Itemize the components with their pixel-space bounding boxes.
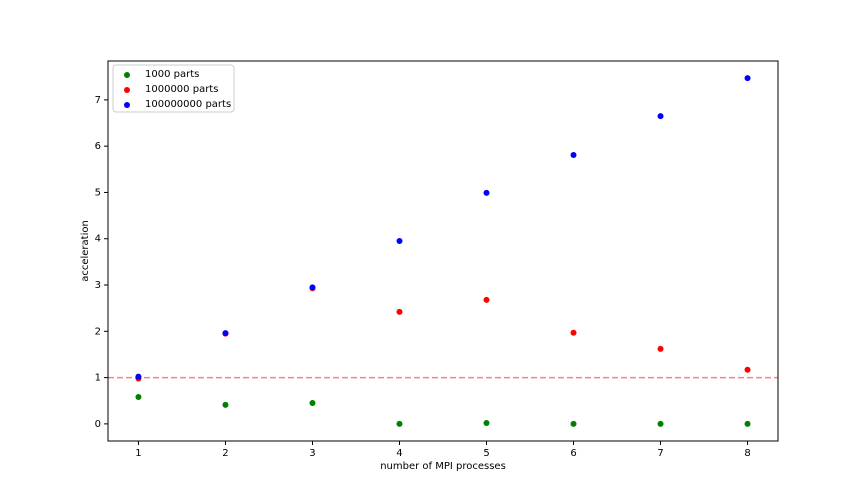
point	[483, 296, 490, 303]
x-tick-label: 8	[744, 448, 750, 459]
legend-marker	[124, 72, 130, 78]
y-axis-label: acceleration	[80, 220, 91, 282]
point	[570, 151, 577, 158]
x-tick-label: 3	[309, 448, 315, 459]
point	[309, 400, 316, 407]
legend-label: 100000000 parts	[145, 99, 231, 110]
x-axis-label: number of MPI processes	[380, 461, 506, 472]
x-tick-label: 4	[396, 448, 402, 459]
point	[570, 420, 577, 427]
point	[396, 308, 403, 315]
y-tick-label: 1	[95, 373, 101, 384]
x-tick-label: 2	[222, 448, 228, 459]
y-tick-label: 3	[95, 280, 101, 291]
point	[222, 330, 229, 337]
point	[309, 284, 316, 291]
y-tick-label: 7	[95, 95, 101, 106]
point	[396, 420, 403, 427]
y-tick-label: 6	[95, 141, 101, 152]
x-tick-label: 5	[483, 448, 489, 459]
legend-label: 1000 parts	[145, 69, 199, 80]
point	[483, 189, 490, 196]
point	[657, 345, 664, 352]
y-tick-label: 4	[95, 234, 101, 245]
legend-label: 1000000 parts	[145, 84, 218, 95]
point	[135, 394, 142, 401]
plot-frame	[107, 60, 779, 442]
x-tick-label: 1	[135, 448, 141, 459]
point	[396, 238, 403, 245]
y-tick-label: 5	[95, 187, 101, 198]
y-tick-label: 2	[95, 326, 101, 337]
point	[222, 401, 229, 408]
x-tick-label: 7	[657, 448, 663, 459]
point	[483, 419, 490, 426]
point	[570, 329, 577, 336]
x-tick-label: 6	[570, 448, 576, 459]
point	[657, 420, 664, 427]
point	[744, 366, 751, 373]
legend-box	[112, 64, 235, 113]
point	[744, 75, 751, 82]
legend-marker	[124, 87, 130, 93]
point	[744, 420, 751, 427]
point	[657, 113, 664, 120]
point	[135, 373, 142, 380]
legend-marker	[124, 102, 130, 108]
y-tick-label: 0	[95, 419, 101, 430]
